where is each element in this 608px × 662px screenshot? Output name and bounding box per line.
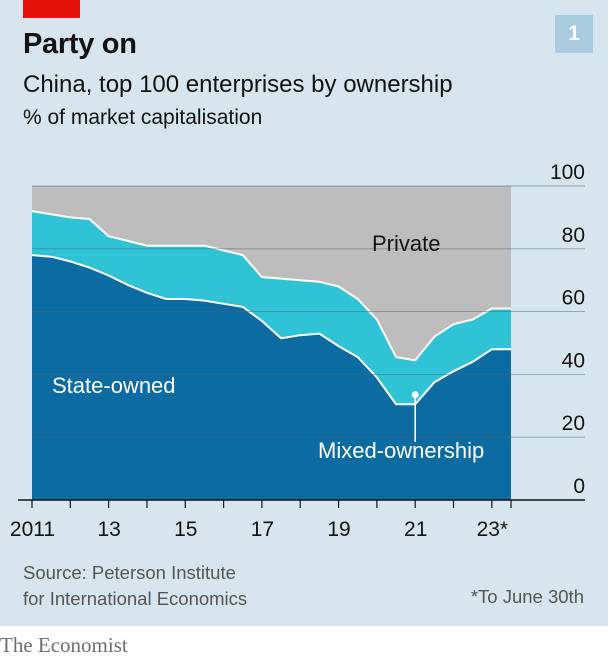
y-tick-label-60: 60 xyxy=(562,287,585,310)
mixed-ownership-area xyxy=(32,211,511,405)
economist-brand: The Economist xyxy=(0,633,128,657)
stacked-area-chart: 0 20 40 60 80 100 State-owned Private Mixed-own… xyxy=(10,161,585,541)
y-tick-label-100: 100 xyxy=(550,161,585,184)
y-tick-label-0: 0 xyxy=(573,475,585,498)
mixed-ownership-dot xyxy=(411,391,419,399)
x-tick-label-2019: 19 xyxy=(327,518,350,541)
y-tick-label-40: 40 xyxy=(562,349,585,372)
areas-group xyxy=(31,186,511,500)
grid-lines: 0 20 40 60 80 100 xyxy=(32,161,585,498)
unit-label: % of market capitalisation xyxy=(23,106,263,129)
brand-red-tag xyxy=(23,0,80,18)
state-owned-label: State-owned xyxy=(52,373,176,398)
mixed-private-boundary xyxy=(31,210,511,362)
x-tick-label-2023: 23* xyxy=(477,518,509,541)
axes-group: 2011 13 15 17 19 21 23* xyxy=(10,499,585,541)
private-label: Private xyxy=(372,231,440,256)
x-tick-label-2017: 17 xyxy=(251,518,274,541)
x-tick-label-2011: 2011 xyxy=(10,518,55,541)
chart-panel: Party on China, top 100 enterprises by o… xyxy=(0,0,608,626)
x-tick-label-2021: 21 xyxy=(404,518,427,541)
private-area xyxy=(32,186,511,361)
chart-title: Party on xyxy=(23,28,137,60)
source-line-1: Source: Peterson Institute xyxy=(23,562,236,583)
source-line-2: for International Economics xyxy=(23,588,248,609)
x-tick-label-2013: 13 xyxy=(97,518,120,541)
mixed-ownership-label: Mixed-ownership xyxy=(318,438,484,463)
source-note: Source: Peterson Institute for Internati… xyxy=(23,560,247,612)
footnote: *To June 30th xyxy=(470,586,584,607)
series-labels: State-owned Private Mixed-ownership xyxy=(52,231,484,463)
chart-subtitle: China, top 100 enterprises by ownership xyxy=(23,71,453,98)
y-tick-label-80: 80 xyxy=(562,224,585,247)
y-tick-label-20: 20 xyxy=(562,412,585,435)
state-owned-area xyxy=(32,255,511,500)
x-tick-label-2015: 15 xyxy=(174,518,197,541)
state-mixed-boundary xyxy=(31,254,511,406)
chart-number-badge: 1 xyxy=(555,15,593,53)
